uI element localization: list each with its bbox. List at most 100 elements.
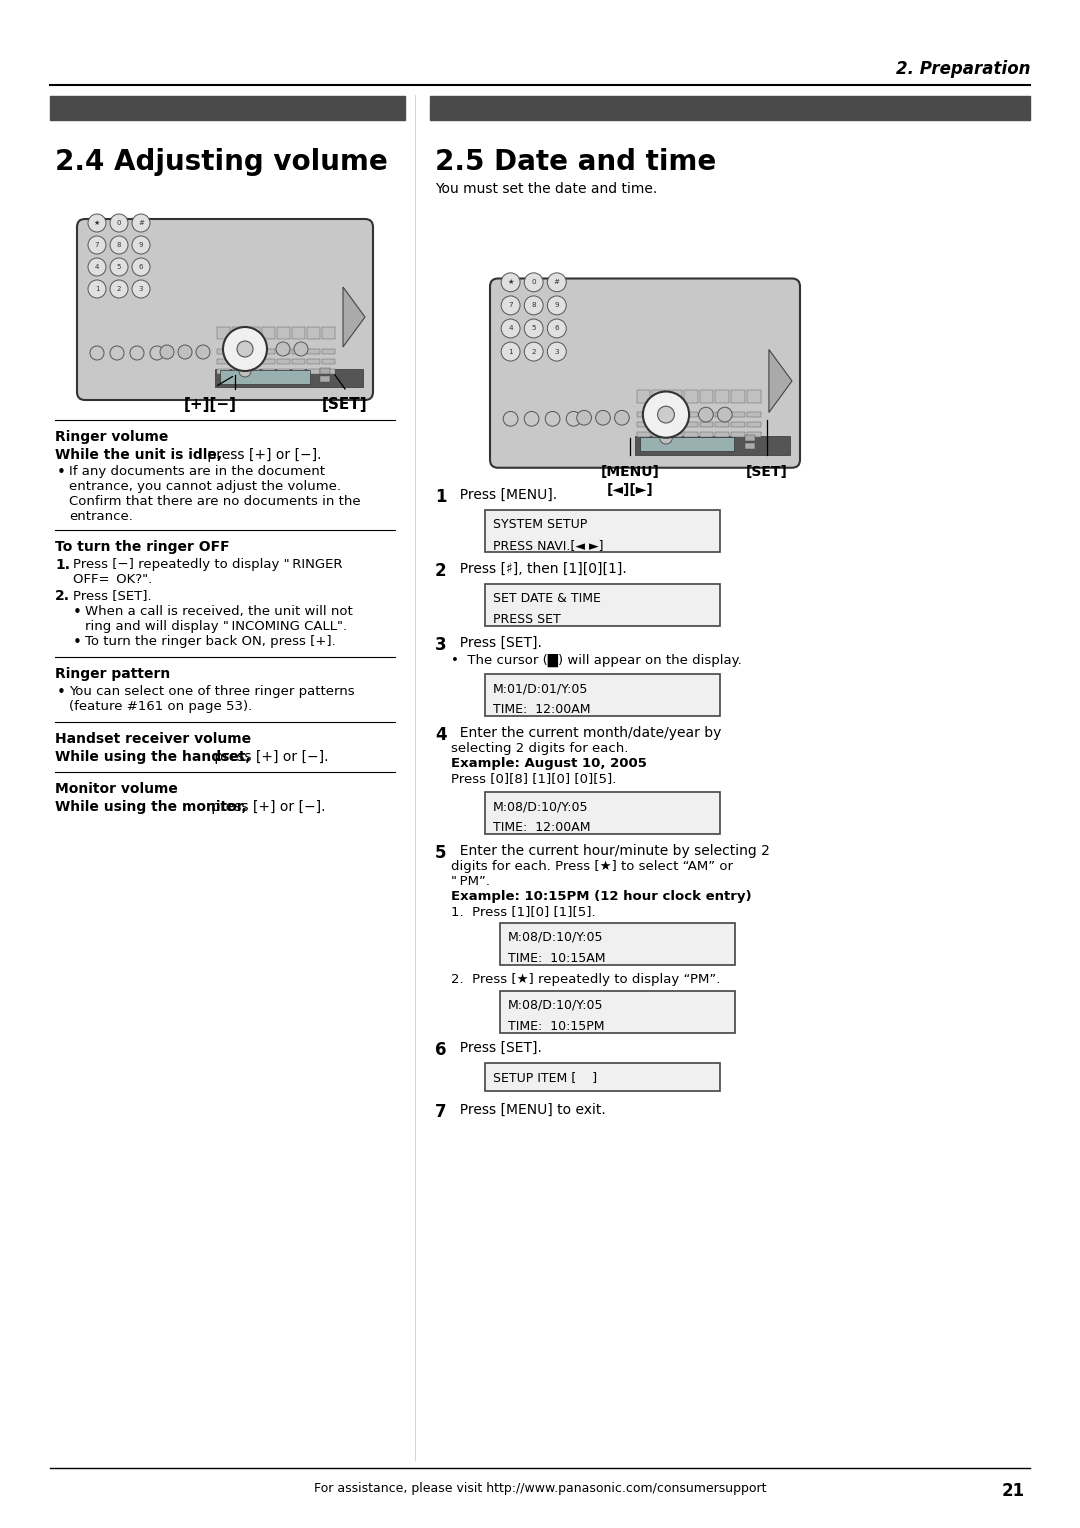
Text: [MENU]: [MENU] — [600, 465, 660, 478]
Bar — [669, 432, 681, 437]
Text: 8: 8 — [117, 241, 121, 248]
Text: •: • — [73, 605, 82, 620]
Bar — [652, 432, 666, 437]
Text: 4: 4 — [509, 325, 513, 332]
Bar — [684, 422, 698, 428]
Bar — [262, 327, 275, 339]
Bar — [322, 348, 335, 354]
Text: Press [MENU] to exit.: Press [MENU] to exit. — [451, 1103, 606, 1117]
Text: [SET]: [SET] — [322, 397, 368, 413]
Text: •  The cursor (█) will appear on the display.: • The cursor (█) will appear on the disp… — [451, 654, 742, 668]
Text: 3: 3 — [138, 286, 144, 292]
Bar — [276, 368, 291, 374]
Circle shape — [660, 431, 672, 445]
Circle shape — [524, 296, 543, 315]
Bar — [731, 422, 745, 428]
Text: While using the monitor,: While using the monitor, — [55, 801, 247, 814]
Circle shape — [87, 258, 106, 277]
Bar — [307, 368, 320, 374]
Text: 5: 5 — [117, 264, 121, 270]
Circle shape — [501, 342, 521, 361]
Text: 7: 7 — [95, 241, 99, 248]
Text: 3: 3 — [554, 348, 559, 354]
Text: 1: 1 — [435, 487, 446, 506]
Circle shape — [658, 406, 674, 423]
Text: You must set the date and time.: You must set the date and time. — [435, 182, 658, 196]
Circle shape — [132, 258, 150, 277]
Circle shape — [501, 296, 521, 315]
Text: 9: 9 — [554, 303, 559, 309]
Bar — [220, 370, 310, 384]
Text: ★: ★ — [94, 220, 100, 226]
Text: While using the handset,: While using the handset, — [55, 750, 251, 764]
Text: (feature #161 on page 53).: (feature #161 on page 53). — [69, 700, 253, 714]
Circle shape — [643, 391, 689, 437]
Bar — [731, 432, 745, 437]
Bar — [430, 96, 1030, 121]
Bar — [485, 584, 720, 626]
Text: Monitor volume: Monitor volume — [55, 782, 178, 796]
Text: Ringer volume: Ringer volume — [55, 429, 168, 445]
Text: 2: 2 — [531, 348, 536, 354]
Text: " PM”.: " PM”. — [451, 876, 490, 888]
Bar — [262, 359, 275, 364]
Text: 7: 7 — [435, 1103, 447, 1122]
Text: entrance.: entrance. — [69, 510, 133, 523]
Text: 0: 0 — [531, 280, 536, 286]
Text: PRESS SET: PRESS SET — [492, 613, 561, 626]
Bar — [715, 432, 729, 437]
Bar — [276, 327, 291, 339]
Text: To turn the ringer back ON, press [+].: To turn the ringer back ON, press [+]. — [85, 636, 336, 648]
Bar — [715, 413, 729, 417]
Text: 1.  Press [1][0] [1][5].: 1. Press [1][0] [1][5]. — [451, 905, 596, 918]
Text: digits for each. Press [★] to select “AM” or: digits for each. Press [★] to select “AM… — [451, 860, 733, 872]
Circle shape — [294, 342, 308, 356]
Text: Press [MENU].: Press [MENU]. — [451, 487, 557, 503]
Text: TIME:  12:00AM: TIME: 12:00AM — [492, 703, 591, 717]
Text: [SET]: [SET] — [746, 465, 788, 478]
Bar — [307, 327, 320, 339]
Circle shape — [239, 365, 251, 377]
Circle shape — [195, 345, 210, 359]
Text: While the unit is idle,: While the unit is idle, — [55, 448, 222, 461]
Circle shape — [110, 345, 124, 361]
Circle shape — [548, 319, 566, 338]
Bar — [745, 443, 755, 449]
Text: For assistance, please visit http://www.panasonic.com/consumersupport: For assistance, please visit http://www.… — [314, 1482, 766, 1494]
Bar — [500, 923, 735, 966]
Circle shape — [87, 235, 106, 254]
Polygon shape — [343, 287, 365, 347]
Text: Press [−] repeatedly to display " RINGER: Press [−] repeatedly to display " RINGER — [73, 558, 342, 571]
Text: 0: 0 — [117, 220, 121, 226]
Text: [+][−]: [+][−] — [184, 397, 237, 413]
Text: Confirm that there are no documents in the: Confirm that there are no documents in t… — [69, 495, 361, 507]
Bar — [669, 413, 681, 417]
Text: 6: 6 — [435, 1041, 446, 1059]
Bar — [262, 348, 275, 354]
Circle shape — [501, 319, 521, 338]
Bar — [684, 432, 698, 437]
Text: #: # — [554, 280, 559, 286]
Bar — [217, 368, 230, 374]
Bar — [636, 422, 650, 428]
Bar — [307, 359, 320, 364]
Circle shape — [548, 342, 566, 361]
Bar — [669, 422, 681, 428]
FancyBboxPatch shape — [490, 278, 800, 468]
Bar — [320, 376, 330, 382]
Circle shape — [150, 345, 164, 361]
Bar — [485, 674, 720, 717]
Bar — [485, 1063, 720, 1091]
Bar — [652, 413, 666, 417]
Circle shape — [132, 235, 150, 254]
Text: 6: 6 — [138, 264, 144, 270]
Circle shape — [132, 280, 150, 298]
Bar — [262, 368, 275, 374]
Circle shape — [615, 411, 630, 425]
Bar — [731, 390, 745, 402]
Bar — [215, 368, 363, 387]
Text: 1: 1 — [95, 286, 99, 292]
Text: •: • — [57, 465, 66, 480]
Text: [◄][►]: [◄][►] — [607, 483, 653, 497]
Text: Press [♯], then [1][0][1].: Press [♯], then [1][0][1]. — [451, 562, 626, 576]
